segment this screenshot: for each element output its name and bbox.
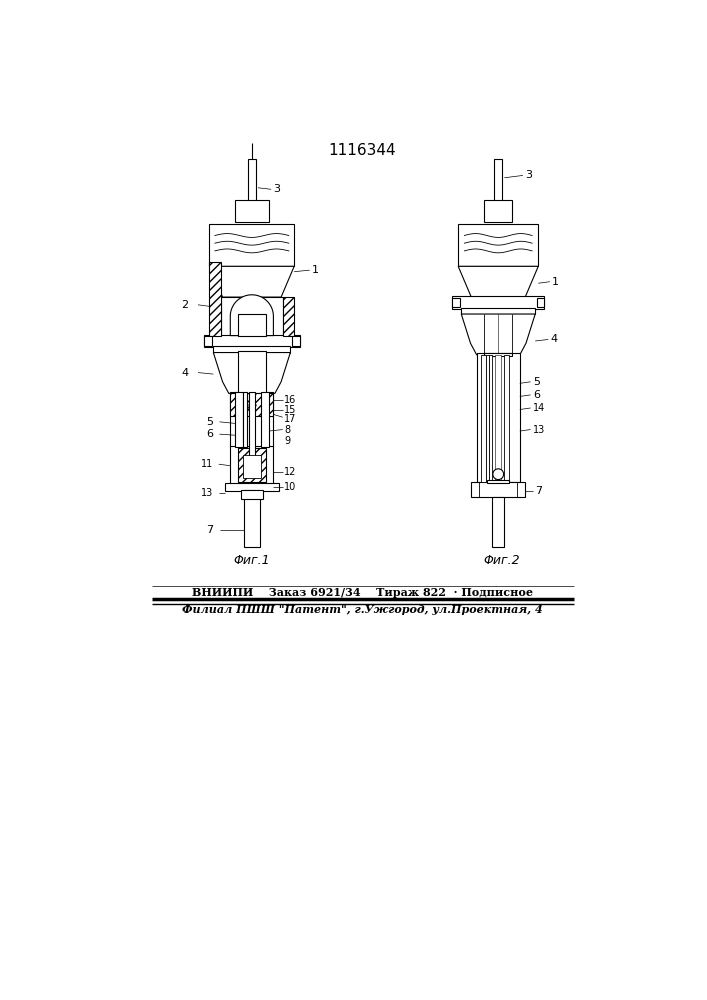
Text: 1: 1 [552, 277, 559, 287]
Text: 8: 8 [284, 425, 291, 435]
Bar [238, 351, 266, 393]
Bar [261, 392, 269, 447]
Bar [209, 224, 294, 266]
Bar [249, 392, 255, 474]
Polygon shape [461, 314, 535, 355]
Text: 10: 10 [284, 482, 296, 492]
Bar [221, 297, 283, 336]
Bar [230, 446, 274, 486]
Polygon shape [247, 405, 257, 414]
Bar [243, 392, 247, 447]
Bar [472, 482, 525, 497]
Text: 16: 16 [284, 395, 296, 405]
Polygon shape [230, 295, 274, 336]
Text: 6: 6 [206, 429, 214, 439]
Text: 17: 17 [284, 414, 296, 424]
Text: 4: 4 [182, 368, 189, 378]
Bar [283, 297, 294, 336]
Polygon shape [214, 353, 291, 393]
Bar [225, 483, 279, 491]
Text: 1: 1 [312, 265, 319, 275]
Bar [243, 455, 261, 478]
Text: ВНИИПИ    Заказ 6921/34    Тираж 822  · Подписное: ВНИИПИ Заказ 6921/34 Тираж 822 · Подписн… [192, 587, 533, 598]
Text: 11: 11 [201, 459, 214, 469]
Text: 2: 2 [182, 300, 189, 310]
Bar [504, 355, 509, 482]
Text: 5: 5 [533, 377, 540, 387]
Bar [214, 346, 291, 353]
Bar [494, 158, 502, 201]
Bar [230, 393, 274, 416]
Bar [481, 355, 486, 482]
Bar [461, 308, 535, 314]
Bar [235, 200, 269, 222]
Text: 13: 13 [533, 425, 545, 435]
Bar [489, 355, 492, 482]
Text: Φиг.1: Φиг.1 [233, 554, 270, 567]
Text: 9: 9 [284, 436, 291, 446]
Polygon shape [209, 266, 294, 297]
Bar [492, 497, 504, 547]
Bar [495, 355, 501, 482]
Bar [486, 355, 489, 482]
Text: Φиг.2: Φиг.2 [484, 554, 520, 567]
Text: 13: 13 [201, 488, 214, 498]
Text: 14: 14 [533, 403, 545, 413]
Bar [230, 392, 274, 447]
Bar [537, 298, 544, 307]
Bar [204, 336, 212, 346]
Bar [238, 314, 266, 336]
Text: 7: 7 [206, 525, 214, 535]
Bar [484, 353, 512, 356]
Bar [487, 480, 509, 483]
Bar [484, 200, 512, 222]
Text: Филиал ПШШ "Патент", г.Ужгород, ул.Проектная, 4: Филиал ПШШ "Патент", г.Ужгород, ул.Проек… [182, 604, 543, 615]
Bar [452, 298, 460, 307]
Text: 3: 3 [525, 170, 532, 180]
Bar [238, 448, 266, 482]
Bar [452, 296, 544, 309]
Bar [248, 158, 256, 201]
Bar [204, 335, 300, 347]
Text: 1116344: 1116344 [328, 143, 396, 158]
Text: 4: 4 [551, 334, 558, 344]
Text: 3: 3 [274, 184, 281, 194]
Bar [477, 353, 520, 482]
Bar [292, 336, 300, 346]
Bar [209, 262, 221, 336]
Text: 7: 7 [535, 486, 542, 496]
Bar [241, 490, 262, 499]
Bar [244, 490, 259, 547]
Text: 6: 6 [533, 390, 540, 400]
Text: 15: 15 [284, 405, 296, 415]
Polygon shape [458, 266, 538, 297]
Circle shape [493, 469, 503, 480]
Text: 5: 5 [206, 417, 214, 427]
Text: 12: 12 [284, 467, 296, 477]
Bar [458, 224, 538, 266]
Bar [235, 392, 243, 447]
